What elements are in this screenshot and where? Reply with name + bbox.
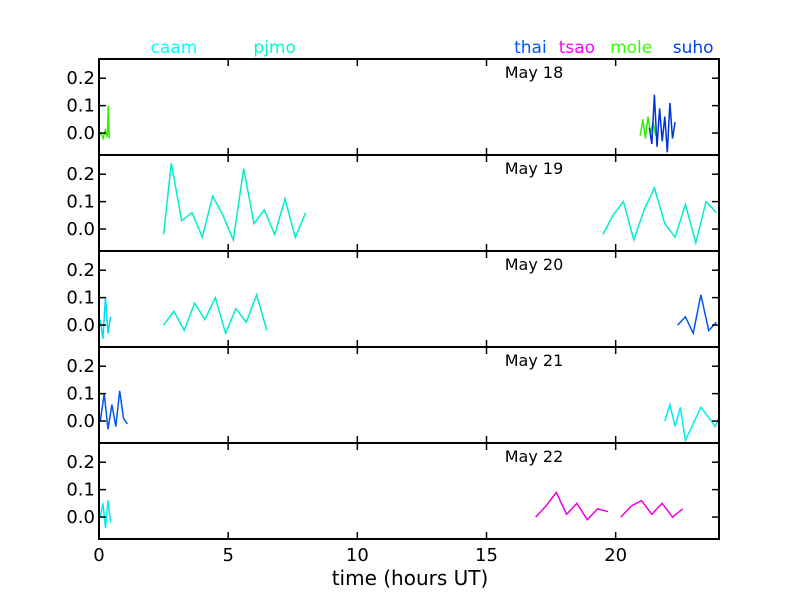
panel-1: 0.0 0.1 0.2 May 18	[66, 58, 720, 156]
y-tick-label: 0.2	[66, 452, 95, 473]
panel-date-label: May 19	[505, 159, 564, 178]
panel-date-label: May 20	[505, 255, 564, 274]
series-line	[162, 163, 307, 243]
series-line	[664, 401, 719, 443]
y-tick-label: 0.0	[66, 219, 95, 240]
panel-frame	[98, 154, 720, 252]
panel-3: 0.0 0.1 0.2 May 20	[66, 250, 720, 348]
series-line	[677, 294, 717, 336]
x-tick-label: 20	[604, 545, 627, 566]
station-label-thai: thai	[514, 38, 547, 58]
panel-4: 0.0 0.1 0.2 May 21	[66, 346, 720, 444]
x-axis: 0 5 10 15 20	[93, 545, 627, 566]
panels: 0.0 0.1 0.2 May 18 0.0 0.1 0.2 May 19 0.0 0.1 0.2 M…	[66, 58, 720, 540]
y-tick-label: 0.0	[66, 315, 95, 336]
panel-frame	[98, 58, 720, 156]
series-line	[99, 500, 112, 529]
panel-frame	[98, 346, 720, 444]
station-label-suho: suho	[673, 38, 714, 58]
x-tick-label: 15	[475, 545, 498, 566]
panel-date-label: May 21	[505, 351, 564, 370]
y-tick-label: 0.1	[66, 288, 95, 309]
x-axis-label: time (hours UT)	[332, 566, 489, 590]
y-tick-label: 0.0	[66, 411, 95, 432]
panel-5: 0.0 0.1 0.2 May 22	[66, 442, 720, 540]
y-tick-label: 0.0	[66, 507, 95, 528]
y-tick-label: 0.0	[66, 123, 95, 144]
y-tick-label: 0.1	[66, 192, 95, 213]
y-tick-label: 0.1	[66, 96, 95, 117]
panel-date-label: May 18	[505, 63, 564, 82]
series-line	[602, 185, 717, 246]
y-tick-label: 0.2	[66, 164, 95, 185]
station-label-tsao: tsao	[559, 38, 595, 58]
y-tick-label: 0.2	[66, 260, 95, 281]
station-label-mole: mole	[610, 38, 652, 58]
y-tick-label: 0.1	[66, 480, 95, 501]
panel-2: 0.0 0.1 0.2 May 19	[66, 154, 720, 252]
series-line	[99, 297, 112, 339]
y-tick-label: 0.2	[66, 68, 95, 89]
station-label-caam: caam	[151, 38, 198, 58]
series-line	[99, 390, 129, 430]
panel-date-label: May 22	[505, 447, 564, 466]
series-line	[648, 94, 676, 153]
series-line	[162, 292, 268, 336]
panel-frame	[98, 442, 720, 540]
series-line	[535, 490, 609, 522]
station-labels: caam pjmo thai tsao mole suho	[151, 38, 714, 58]
y-tick-label: 0.2	[66, 356, 95, 377]
y-tick-label: 0.1	[66, 384, 95, 405]
x-tick-label: 0	[93, 545, 104, 566]
x-tick-label: 10	[346, 545, 369, 566]
station-label-pjmo: pjmo	[253, 38, 295, 58]
x-tick-label: 5	[222, 545, 233, 566]
series-line	[620, 499, 684, 519]
panel-frame	[98, 250, 720, 348]
